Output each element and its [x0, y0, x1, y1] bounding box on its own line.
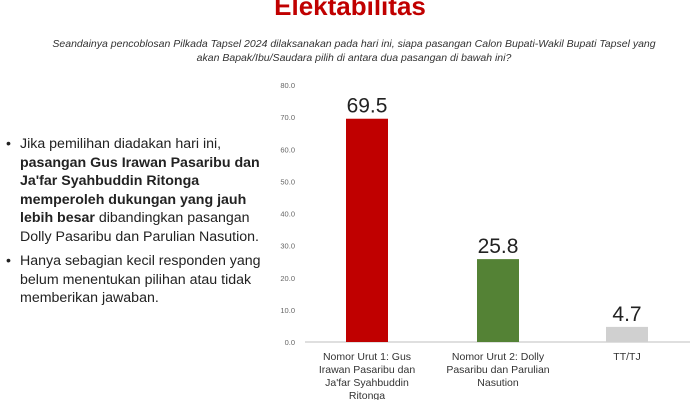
- y-tick-label: 40.0: [280, 210, 295, 219]
- bar: [606, 326, 648, 342]
- category-label: Nomor Urut 1: Gus Irawan Pasaribu dan Ja'f…: [319, 351, 415, 400]
- data-labels-group: 69.5 25.8 4.7: [347, 95, 642, 326]
- data-label: 4.7: [612, 303, 641, 326]
- bullet-marker: •: [6, 253, 11, 269]
- y-tick-label: 0.0: [285, 338, 295, 347]
- category-label: Nomor Urut 2: Dolly Pasaribu dan Parulian…: [446, 351, 549, 389]
- y-tick-label: 50.0: [280, 177, 295, 186]
- question-line-1: Seandainya pencoblosan Pilkada Tapsel 20…: [52, 38, 656, 50]
- category-labels-group: Nomor Urut 1: Gus Irawan Pasaribu dan Ja'f…: [319, 351, 641, 400]
- survey-question: Seandainya pencoblosan Pilkada Tapsel 20…: [20, 37, 688, 65]
- page-title: Elektabilitas: [274, 0, 426, 21]
- finding-text: Jika pemilihan diadakan hari ini,: [20, 136, 222, 152]
- y-tick-label: 60.0: [280, 145, 295, 154]
- question-line-2: akan Bapak/Ibu/Saudara pilih di antara d…: [196, 52, 512, 64]
- y-tick-label: 30.0: [280, 242, 295, 251]
- finding-highlight: pasangan Gus Irawan Pasaribu dan Ja'far …: [20, 154, 260, 227]
- finding-text-end: dibandingkan pasangan Dolly Pasaribu dan…: [20, 210, 259, 245]
- finding-text: Hanya sebagian kecil responden yang belu…: [20, 253, 261, 306]
- data-label: 25.8: [478, 235, 519, 258]
- findings-list: • Jika pemilihan diadakan hari ini, pasa…: [6, 135, 276, 314]
- finding-item: • Hanya sebagian kecil responden yang be…: [6, 252, 276, 308]
- category-label: TT/TJ: [613, 351, 640, 363]
- bar: [477, 259, 519, 342]
- finding-item: • Jika pemilihan diadakan hari ini, pasa…: [6, 135, 276, 246]
- y-tick-label: 70.0: [280, 113, 295, 122]
- bars-group: [346, 118, 648, 342]
- y-tick-label: 80.0: [280, 81, 295, 90]
- bullet-marker: •: [6, 136, 11, 152]
- y-axis: 0.0 10.0 20.0 30.0 40.0 50.0 60.0 70.0 80.0: [280, 81, 295, 347]
- data-label: 69.5: [347, 95, 388, 118]
- y-tick-label: 20.0: [280, 274, 295, 283]
- bar: [346, 118, 388, 342]
- y-tick-label: 10.0: [280, 306, 295, 315]
